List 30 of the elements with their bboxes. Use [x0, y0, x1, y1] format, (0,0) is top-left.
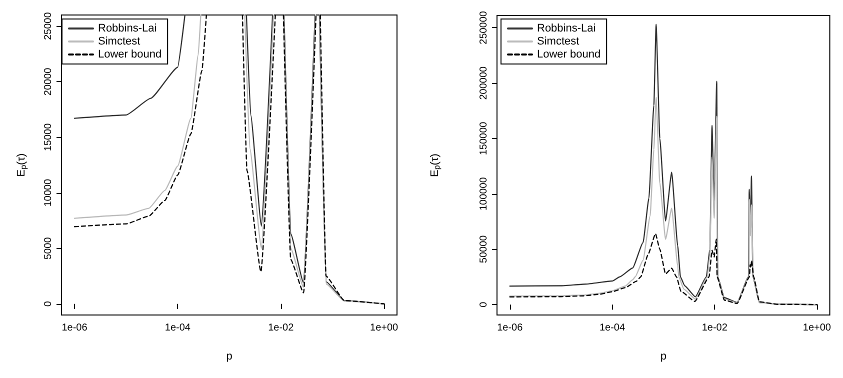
- x-tick-label: 1e-02: [702, 322, 728, 334]
- y-tick-label: 100000: [478, 176, 490, 211]
- y-tick-label: 50000: [478, 234, 490, 264]
- x-tick-label: 1e-06: [497, 322, 524, 334]
- y-tick-label: 250000: [478, 10, 490, 44]
- legend-label: Robbins-Lai: [537, 22, 596, 34]
- y-tick-label: 5000: [43, 236, 54, 260]
- y-tick-label: 25000: [43, 12, 54, 40]
- x-tick-label: 1e+00: [802, 322, 832, 334]
- x-tick-label: 1e-04: [599, 322, 626, 334]
- y-tick-label: 0: [43, 300, 54, 307]
- y-tick-label: 15000: [43, 122, 54, 152]
- x-axis-title: p: [660, 350, 666, 362]
- y-tick-label: 20000: [43, 67, 54, 96]
- legend-label: Lower bound: [98, 48, 162, 60]
- x-tick-label: 1e-04: [164, 322, 191, 334]
- x-axis-title: p: [226, 350, 232, 362]
- y-tick-label: 150000: [478, 121, 490, 156]
- y-tick-label: 200000: [478, 66, 490, 100]
- y-tick-label: 10000: [43, 178, 54, 207]
- y-axis-title: Ep(τ): [429, 154, 442, 177]
- legend-label: Simctest: [98, 36, 140, 48]
- legend-label: Lower bound: [537, 48, 601, 60]
- x-tick-label: 1e-06: [62, 322, 88, 334]
- x-tick-label: 1e+00: [370, 322, 399, 334]
- y-axis-title: Ep(τ): [16, 153, 28, 177]
- x-tick-label: 1e-02: [268, 322, 294, 334]
- legend-label: Simctest: [537, 36, 580, 48]
- y-tick-label: 0: [478, 301, 490, 308]
- legend-label: Robbins-Lai: [98, 22, 157, 34]
